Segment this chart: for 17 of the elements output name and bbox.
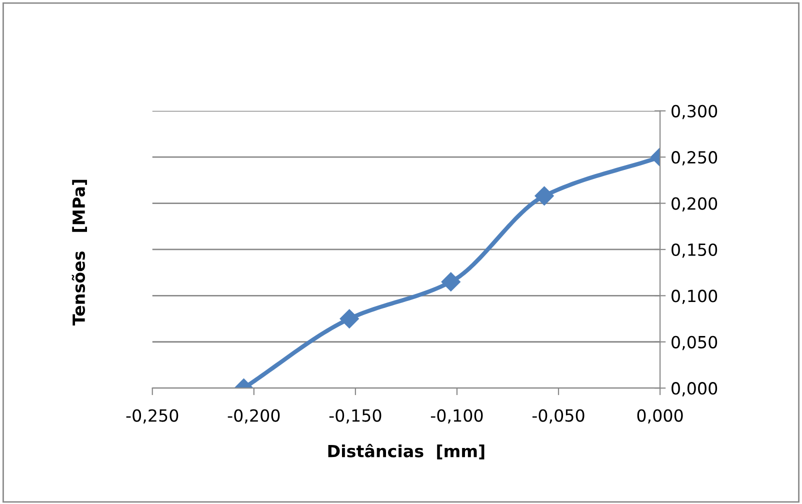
x-tick-label: -0,200	[228, 409, 280, 424]
y-tick-label: 0,250	[672, 151, 718, 166]
x-tick-label: -0,100	[430, 409, 483, 424]
y-tick-label: 0,150	[672, 243, 718, 258]
y-tick-label: 0,200	[672, 197, 718, 212]
x-tick-label: -0,150	[329, 409, 382, 424]
x-axis-title: Distâncias [mm]	[328, 444, 484, 460]
y-tick-label: 0,000	[672, 382, 718, 396]
x-tick-label: 0,000	[637, 409, 683, 424]
y-tick-label: 0,050	[672, 336, 718, 350]
y-axis-title: Tensões [MPa]	[72, 180, 87, 326]
x-tick-label: -0,050	[532, 409, 584, 424]
y-tick-label: 0,100	[672, 290, 718, 304]
y-tick-label: 0,300	[672, 104, 718, 120]
x-tick-label: -0,250	[126, 409, 178, 424]
point	[340, 309, 359, 328]
point	[441, 272, 460, 292]
